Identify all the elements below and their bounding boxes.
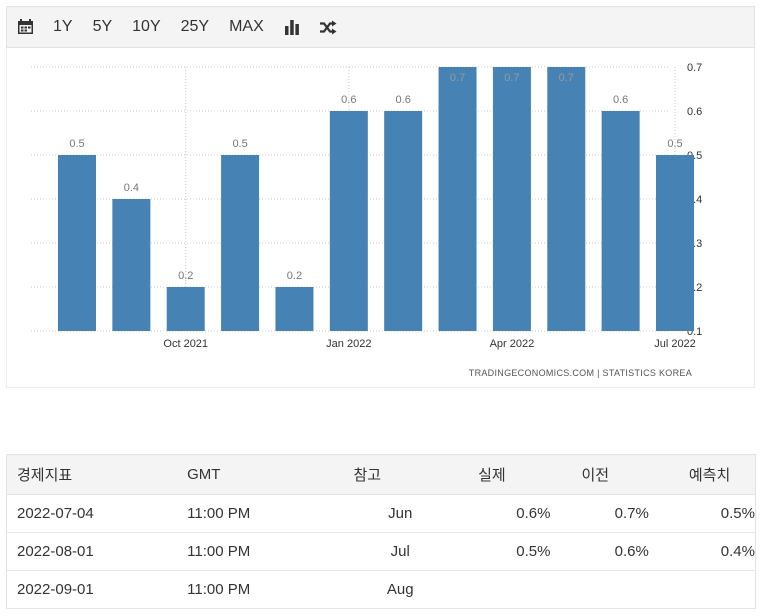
header-gmt: GMT	[187, 454, 345, 495]
data-label: 0.5	[69, 138, 84, 150]
range-10y-button[interactable]: 10Y	[132, 18, 161, 35]
bar	[601, 111, 640, 331]
row-actual	[456, 570, 551, 609]
row-previous: 0.6%	[550, 532, 649, 571]
bar	[329, 111, 368, 331]
range-5y-button[interactable]: 5Y	[92, 18, 113, 35]
header-previous: 이전	[550, 454, 649, 495]
bar	[384, 111, 423, 331]
header-indicator: 경제지표	[6, 454, 188, 495]
row-previous	[550, 570, 649, 609]
y-tick-label: 0.6	[687, 106, 702, 118]
bar	[112, 199, 151, 331]
bar	[221, 155, 260, 331]
row-forecast: 0.5%	[648, 494, 756, 533]
row-date: 2022-09-01	[6, 570, 188, 609]
range-25y-button[interactable]: 25Y	[180, 18, 210, 35]
x-tick-label: Oct 2021	[163, 338, 208, 350]
bar	[492, 67, 531, 331]
chart-toolbar: 1Y 5Y 10Y 25Y MAX	[6, 6, 755, 48]
bar	[547, 67, 586, 331]
data-label: 0.5	[667, 138, 682, 150]
data-label: 0.4	[124, 182, 139, 194]
chart-container: 0.7 0.6 0.5 0.4 0.3 0.2 0.1 Oct 2021 Jan 2022 Apr…	[6, 48, 755, 388]
row-previous: 0.7%	[550, 494, 649, 533]
economic-calendar-table: 경제지표 GMT 참고 실제 이전 예측치 2022-07-04 11:00 P…	[6, 454, 756, 609]
bar	[438, 67, 477, 331]
row-actual: 0.5%	[456, 532, 551, 571]
bar	[656, 155, 694, 331]
header-reference: 참고	[344, 454, 457, 495]
data-label: 0.7	[450, 72, 465, 84]
table-row: 2022-07-04 11:00 PM Jun 0.6% 0.7% 0.5%	[6, 494, 756, 533]
row-forecast	[648, 570, 756, 609]
range-1y-button[interactable]: 1Y	[53, 18, 73, 35]
row-time: 11:00 PM	[187, 570, 345, 609]
row-forecast: 0.4%	[648, 532, 756, 571]
row-time: 11:00 PM	[187, 494, 345, 533]
bar	[275, 287, 314, 331]
x-tick-label: Jan 2022	[326, 338, 371, 350]
calendar-icon[interactable]	[7, 7, 43, 47]
y-tick-label: 0.7	[687, 62, 702, 74]
row-reference: Aug	[344, 570, 457, 609]
data-label: 0.6	[396, 94, 411, 106]
data-label: 0.7	[559, 72, 574, 84]
data-label: 0.2	[178, 270, 193, 282]
x-tick-label: Apr 2022	[490, 338, 535, 350]
data-label: 0.6	[341, 94, 356, 106]
bar	[166, 287, 205, 331]
range-max-button[interactable]: MAX	[229, 18, 264, 35]
row-reference: Jul	[344, 532, 457, 571]
data-label: 0.7	[504, 72, 519, 84]
shuffle-icon[interactable]	[310, 7, 346, 47]
row-date: 2022-08-01	[6, 532, 188, 571]
bar	[58, 155, 96, 331]
header-forecast: 예측치	[648, 454, 756, 495]
table-row: 2022-09-01 11:00 PM Aug	[6, 570, 756, 609]
data-label: 0.5	[232, 138, 247, 150]
table-header-row: 경제지표 GMT 참고 실제 이전 예측치	[6, 454, 756, 495]
bar-chart-icon[interactable]	[274, 7, 310, 47]
data-label: 0.2	[287, 270, 302, 282]
data-label: 0.6	[613, 94, 628, 106]
row-actual: 0.6%	[456, 494, 551, 533]
x-tick-label: Jul 2022	[654, 338, 696, 350]
source-attribution: TRADINGECONOMICS.COM | STATISTICS KOREA	[468, 368, 692, 378]
table-row: 2022-08-01 11:00 PM Jul 0.5% 0.6% 0.4%	[6, 532, 756, 571]
row-time: 11:00 PM	[187, 532, 345, 571]
row-reference: Jun	[344, 494, 457, 533]
header-actual: 실제	[456, 454, 551, 495]
row-date: 2022-07-04	[6, 494, 188, 533]
